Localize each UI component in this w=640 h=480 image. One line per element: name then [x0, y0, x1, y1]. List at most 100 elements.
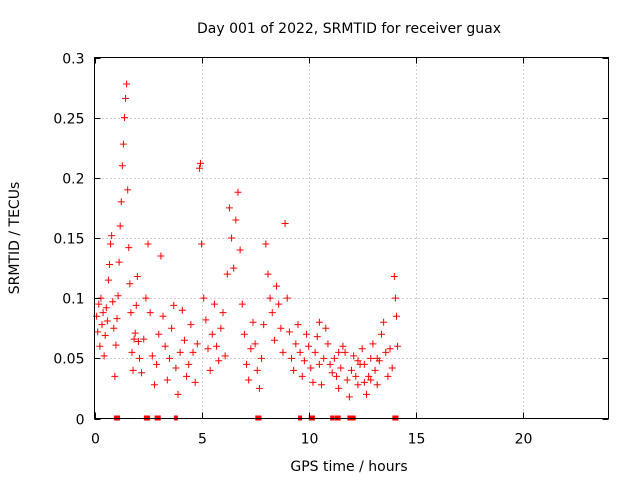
data-point: [335, 348, 343, 356]
x-tick-label: 0: [91, 432, 100, 448]
data-point: [350, 352, 358, 360]
data-point: [318, 381, 326, 389]
data-point: [384, 372, 392, 380]
data-point: [255, 384, 263, 392]
data-point: [118, 162, 126, 170]
data-point: [107, 240, 115, 248]
data-point: [290, 366, 298, 374]
data-point: [262, 240, 270, 248]
data-point: [292, 340, 300, 348]
data-point: [134, 337, 142, 345]
data-point: [112, 341, 120, 349]
data-point: [153, 360, 161, 368]
data-point: [109, 298, 117, 306]
data-point: [193, 340, 201, 348]
data-point: [110, 324, 118, 332]
data-point: [258, 354, 266, 362]
data-point: [223, 270, 231, 278]
x-tick-label: 10: [301, 432, 319, 448]
data-point: [339, 342, 347, 350]
data-point: [159, 312, 167, 320]
data-point: [354, 357, 362, 365]
data-point: [144, 240, 152, 248]
data-point: [365, 372, 373, 380]
chart-title: Day 001 of 2022, SRMTID for receiver gua…: [197, 21, 501, 37]
data-point: [130, 335, 138, 343]
x-axis-label: GPS time / hours: [290, 459, 407, 475]
data-point: [309, 378, 317, 386]
data-point: [360, 378, 368, 386]
data-point: [260, 321, 268, 329]
data-point: [300, 357, 308, 365]
data-point: [392, 312, 400, 320]
data-point: [113, 315, 121, 323]
data-point: [140, 335, 148, 343]
data-point: [305, 342, 313, 350]
data-point: [133, 273, 141, 281]
data-point: [206, 366, 214, 374]
data-point: [348, 366, 355, 374]
data-point: [200, 294, 208, 302]
data-point: [122, 94, 130, 102]
data-point: [99, 309, 107, 317]
data-point: [150, 381, 158, 389]
data-point: [157, 252, 165, 260]
data-point: [315, 318, 323, 326]
data-point: [108, 232, 116, 240]
data-point: [191, 378, 199, 386]
data-point: [100, 352, 108, 360]
data-point: [367, 376, 375, 384]
data-point: [311, 348, 319, 356]
data-point: [165, 354, 173, 362]
data-point: [273, 282, 281, 290]
data-point: [123, 80, 131, 88]
data-point: [170, 301, 178, 309]
data-point: [127, 309, 135, 317]
data-point: [217, 324, 225, 332]
data-point: [138, 369, 146, 377]
data-point: [343, 376, 351, 384]
data-point: [270, 336, 278, 344]
data-point: [277, 324, 285, 332]
data-point: [266, 294, 274, 302]
data-point: [132, 301, 140, 309]
data-point: [104, 276, 112, 284]
data-point: [330, 354, 338, 362]
data-point: [371, 366, 379, 374]
data-point: [326, 360, 334, 368]
data-point: [322, 324, 330, 332]
data-point: [94, 328, 102, 336]
data-point: [183, 372, 191, 380]
x-tick-label: 20: [515, 432, 533, 448]
data-point: [341, 348, 349, 356]
data-point: [245, 376, 253, 384]
data-point: [320, 354, 328, 362]
data-point: [125, 244, 133, 252]
data-point: [251, 340, 259, 348]
y-axis-label: SRMTID / TECUs: [7, 182, 23, 295]
data-point: [394, 342, 402, 350]
axis-ticks: 0 5 10 15 20 0 0.05 0.1 0.15 0.2 0.25 0.3: [53, 52, 609, 448]
data-point: [221, 352, 229, 360]
y-tick-label: 0.15: [53, 232, 84, 248]
data-point: [155, 330, 163, 338]
data-point: [337, 364, 345, 372]
data-point: [354, 381, 362, 389]
y-tick-label: 0: [76, 413, 85, 429]
data-point: [208, 330, 216, 338]
data-point: [213, 342, 221, 350]
y-tick-label: 0.2: [62, 172, 84, 188]
y-tick-label: 0.05: [53, 352, 84, 368]
data-point: [298, 372, 306, 380]
data-point: [249, 318, 257, 326]
data-point: [215, 357, 223, 365]
data-point: [390, 273, 398, 281]
data-point: [120, 114, 128, 122]
data-point: [168, 324, 176, 332]
data-point: [303, 330, 311, 338]
data-point: [198, 240, 206, 248]
data-point: [279, 348, 287, 356]
data-point: [238, 300, 246, 308]
data-point: [163, 376, 171, 384]
data-point: [148, 352, 156, 360]
